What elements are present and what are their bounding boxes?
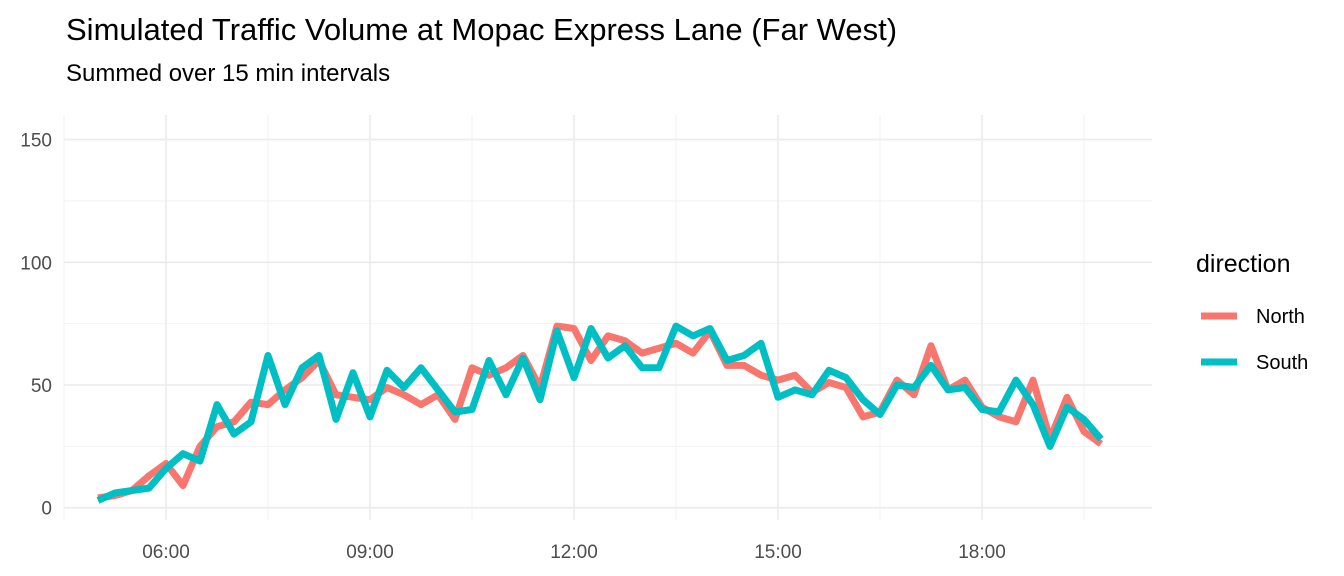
- x-tick-label: 12:00: [550, 542, 598, 563]
- series-lines: [96, 322, 1104, 504]
- chart-subtitle: Summed over 15 min intervals: [66, 60, 391, 87]
- legend-label-north: North: [1256, 306, 1305, 328]
- x-tick-label: 15:00: [754, 542, 802, 563]
- y-tick-label: 100: [20, 253, 52, 274]
- minor-gridlines: [63, 115, 1152, 520]
- major-gridlines: [64, 115, 1152, 520]
- series-line-south: [96, 322, 1104, 504]
- y-tick-label: 50: [31, 376, 52, 397]
- chart-title: Simulated Traffic Volume at Mopac Expres…: [66, 12, 898, 47]
- series-line-north: [97, 322, 1104, 502]
- y-tick-label: 150: [20, 131, 52, 152]
- x-tick-label: 18:00: [958, 542, 1006, 563]
- legend: direction North South: [1196, 250, 1308, 374]
- x-axis-ticks: 06:00 09:00 12:00 15:00 18:00: [142, 542, 1006, 563]
- legend-label-south: South: [1256, 352, 1308, 374]
- y-axis-ticks: 0 50 100 150: [20, 131, 52, 520]
- x-tick-label: 06:00: [142, 542, 190, 563]
- x-tick-label: 09:00: [346, 542, 394, 563]
- y-tick-label: 0: [41, 499, 52, 520]
- legend-title: direction: [1196, 250, 1291, 278]
